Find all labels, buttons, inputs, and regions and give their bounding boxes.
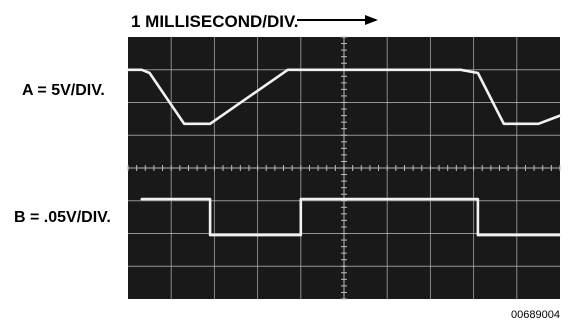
- channel-a-trace: [126, 68, 562, 126]
- figure-code: 00689004: [511, 309, 560, 321]
- channel-b-trace: [140, 197, 562, 237]
- waveform-traces: [126, 68, 562, 237]
- channel-a-scale-label: A = 5V/DIV.: [22, 82, 105, 99]
- timebase-arrow: [297, 15, 378, 25]
- timebase-label: 1 MILLISECOND/DIV.: [131, 12, 299, 31]
- channel-b-scale-label: B = .05V/DIV.: [14, 209, 111, 226]
